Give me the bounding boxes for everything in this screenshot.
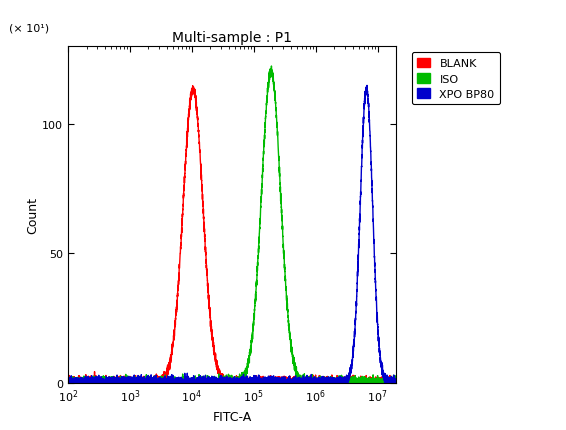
Text: (× 10¹): (× 10¹) <box>9 24 49 34</box>
Y-axis label: Count: Count <box>26 197 39 233</box>
Legend: BLANK, ISO, XPO BP80: BLANK, ISO, XPO BP80 <box>411 53 500 105</box>
Title: Multi-sample : P1: Multi-sample : P1 <box>172 31 292 45</box>
X-axis label: FITC-A: FITC-A <box>212 410 252 423</box>
